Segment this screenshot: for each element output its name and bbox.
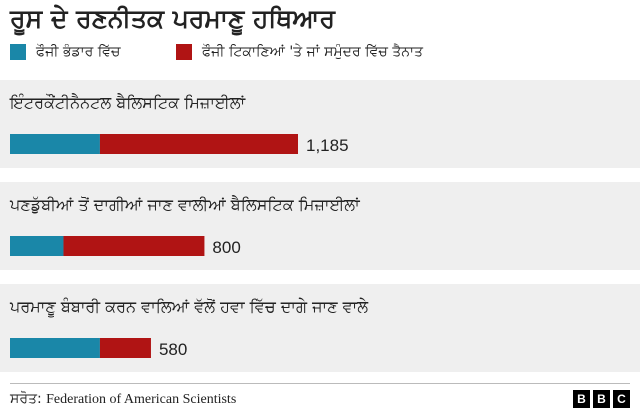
- bbc-logo: B B C: [573, 390, 630, 408]
- legend-swatch-deployed: [176, 44, 192, 60]
- bar-3-series-1: [10, 338, 100, 358]
- bar-2-series-1: [10, 236, 64, 256]
- total-label-3: 580: [159, 340, 187, 359]
- total-label-2: 800: [212, 238, 240, 257]
- category-label-3: ਪਰਮਾਣੂ ਬੰਬਾਰੀ ਕਰਨ ਵਾਲਿਆਂ ਵੱਲੋਂ ਹਵਾ ਵਿੱਚ …: [9, 297, 369, 317]
- source-note: ਸਰੋਤ: Federation of American Scientists: [10, 391, 236, 408]
- chart-legend: ਫੌਜੀ ਭੰਡਾਰ ਵਿੱਚ ਫੌਜੀ ਟਿਕਾਣਿਆਂ 'ਤੇ ਜਾਂ ਸਮ…: [10, 44, 630, 66]
- category-label-1: ਇੰਟਰਕੌਂਟੀਨੈਨਟਲ ਬੈਲਿਸਟਿਕ ਮਿਜ਼ਾਈਲਾਂ: [9, 93, 246, 112]
- total-label-1: 1,185: [306, 136, 349, 155]
- source-label: ਸਰੋਤ:: [10, 391, 42, 407]
- logo-letter-3: C: [613, 390, 630, 408]
- logo-letter-2: B: [593, 390, 610, 408]
- legend-label-stockpile: ਫੌਜੀ ਭੰਡਾਰ ਵਿੱਚ: [36, 44, 121, 60]
- bar-1-series-1: [10, 134, 100, 154]
- logo-letter-1: B: [573, 390, 590, 408]
- bar-1-series-2: [99, 134, 299, 154]
- legend-item-stockpile: ਫੌਜੀ ਭੰਡਾਰ ਵਿੱਚ: [10, 44, 120, 60]
- category-label-2: ਪਣਡੁੱਬੀਆਂ ਤੋਂ ਦਾਗੀਆਂ ਜਾਣ ਵਾਲੀਆਂ ਬੈਲਿਸਟਿਕ…: [9, 195, 360, 214]
- chart-title: ਰੂਸ ਦੇ ਰਣਨੀਤਕ ਪਰਮਾਣੂ ਹਥਿਆਰ: [10, 4, 335, 33]
- legend-swatch-stockpile: [10, 44, 26, 60]
- stacked-bar-chart: ਇੰਟਰਕੌਂਟੀਨੈਨਟਲ ਬੈਲਿਸਟਿਕ ਮਿਜ਼ਾਈਲਾਂ 1,185 ਪਣ…: [0, 80, 640, 372]
- bar-2-series-2: [63, 236, 205, 256]
- source-value: Federation of American Scientists: [46, 392, 237, 407]
- legend-label-deployed: ਫੌਜੀ ਟਿਕਾਣਿਆਂ 'ਤੇ ਜਾਂ ਸਮੁੰਦਰ ਵਿੱਚ ਤੈਨਾਤ: [202, 44, 423, 60]
- footer-divider: [10, 383, 630, 384]
- bar-3-series-2: [99, 338, 151, 358]
- legend-item-deployed: ਫੌਜੀ ਟਿਕਾਣਿਆਂ 'ਤੇ ਜਾਂ ਸਮੁੰਦਰ ਵਿੱਚ ਤੈਨਾਤ: [176, 44, 423, 60]
